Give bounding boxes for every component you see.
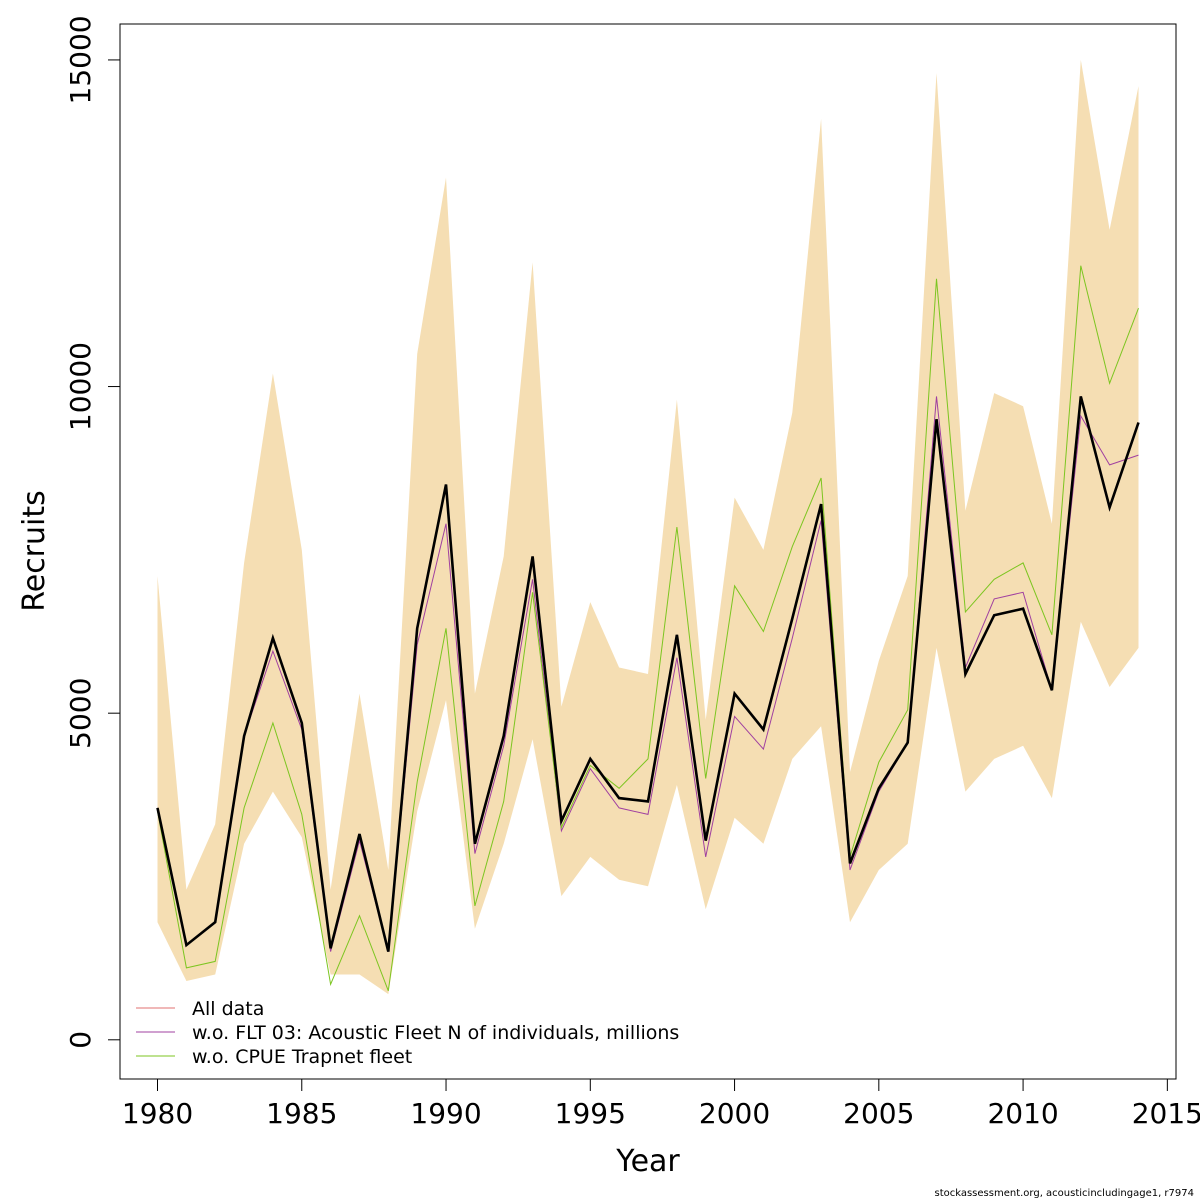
- y-tick-label-15000: 15000: [64, 15, 97, 104]
- y-axis-title: Recruits: [17, 490, 52, 612]
- y-tick-label-5000: 5000: [64, 678, 97, 749]
- legend-label-2: w.o. FLT 03: Acoustic Fleet N of individ…: [192, 1022, 679, 1044]
- x-tick-label-1980: 1980: [122, 1097, 193, 1130]
- x-tick-label-2010: 2010: [987, 1097, 1058, 1130]
- x-tick-label-1985: 1985: [266, 1097, 337, 1130]
- series-line-3: [157, 265, 1139, 991]
- series-line-4: [156, 396, 1140, 952]
- y-tick-label-10000: 10000: [64, 342, 97, 431]
- x-tick-label-2015: 2015: [1132, 1097, 1200, 1130]
- x-tick-label-1995: 1995: [555, 1097, 626, 1130]
- series-layer: [156, 265, 1140, 991]
- y-tick-label-0: 0: [64, 1031, 97, 1049]
- y-axis: 0 5000 10000 15000: [64, 15, 121, 1049]
- confidence-band-layer: [157, 59, 1139, 995]
- x-axis: 1980 1985 1990 1995 2000 2005 2010 2015: [122, 1078, 1200, 1130]
- x-tick-label-2005: 2005: [843, 1097, 914, 1130]
- legend-label-1: All data: [192, 998, 264, 1020]
- confidence-band: [157, 59, 1139, 995]
- x-tick-label-1990: 1990: [410, 1097, 481, 1130]
- credit-text: stockassessment.org, acousticincludingag…: [934, 1188, 1194, 1199]
- legend-label-3: w.o. CPUE Trapnet fleet: [192, 1046, 412, 1068]
- x-axis-title: Year: [615, 1144, 680, 1179]
- x-tick-label-2000: 2000: [699, 1097, 770, 1130]
